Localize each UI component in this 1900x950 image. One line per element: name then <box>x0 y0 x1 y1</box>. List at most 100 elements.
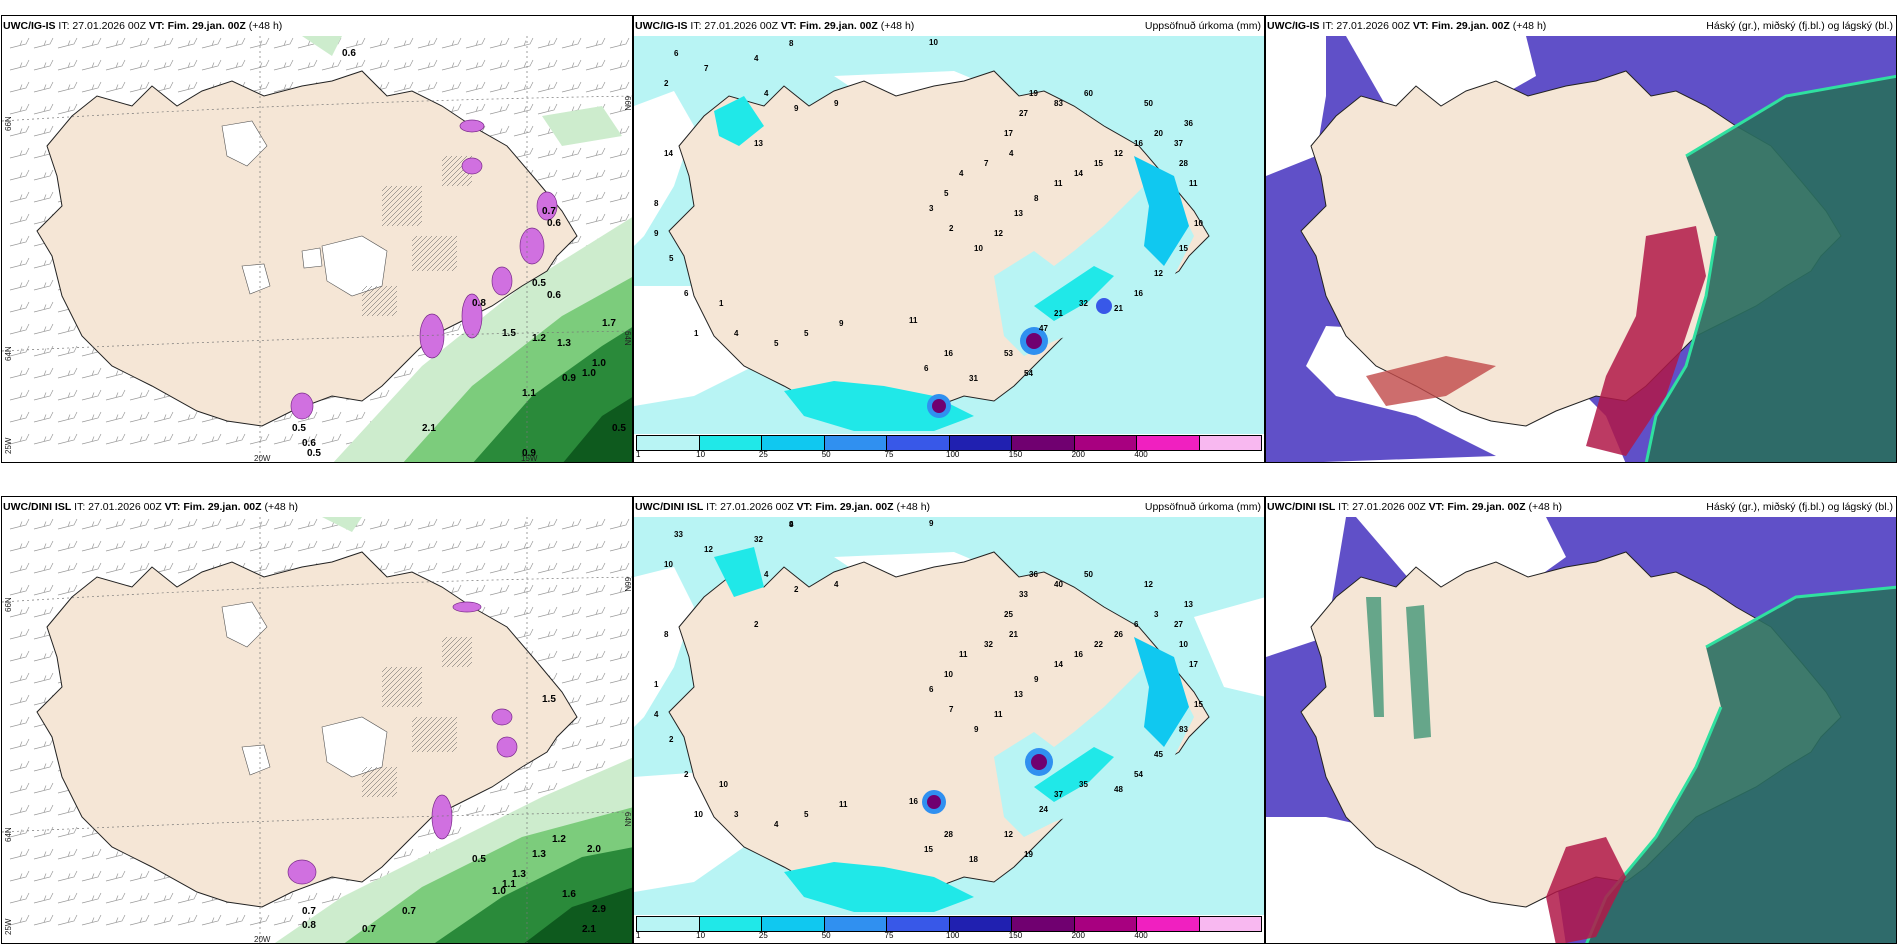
value-label: 32 <box>754 535 763 544</box>
init-time: IT: 27.01.2026 00Z <box>58 20 146 32</box>
wind-barb <box>585 147 606 159</box>
wind-barb <box>441 518 462 530</box>
value-label: 4 <box>734 329 739 338</box>
wind-map-svg: 1.50.5 1.31.22.01.62.92.10.70.8 0.70.71.01… <box>2 517 632 943</box>
value-label: 11 <box>909 316 918 325</box>
value-label: 1 <box>654 680 659 689</box>
hatch-line <box>366 766 398 798</box>
wind-barb <box>9 147 30 159</box>
colorbar-swatch <box>949 917 1012 931</box>
wind-barb <box>321 433 342 445</box>
wind-barb <box>9 760 30 772</box>
value-label: 36 <box>1184 119 1193 128</box>
lat-label-64n-right: 64N <box>623 812 632 827</box>
wind-barb <box>609 606 630 618</box>
hatch-line <box>401 205 423 227</box>
wind-barb <box>393 59 414 71</box>
value-label: 0.5 <box>307 448 321 459</box>
lat-label-66n-right: 66N <box>623 96 632 111</box>
wind-barb <box>273 411 294 423</box>
colorbar-tick-label: 10 <box>696 931 706 940</box>
wind-barb <box>57 59 78 71</box>
value-label: 60 <box>1084 89 1093 98</box>
colorbar-tick-label: 400 <box>1134 450 1148 459</box>
wind-barb <box>537 650 558 662</box>
value-label: 7 <box>949 705 954 714</box>
value-label: 14 <box>1054 660 1063 669</box>
wind-barb <box>153 37 174 49</box>
value-label: 50 <box>1144 99 1153 108</box>
rain-labels: 1.50.5 1.31.22.01.62.92.10.70.8 0.70.71.01… <box>302 694 606 935</box>
wind-barb <box>81 367 102 379</box>
wind-barb <box>105 81 126 93</box>
lon-label-20w: 20W <box>254 454 271 463</box>
wind-barb <box>249 59 270 71</box>
wind-barb <box>201 37 222 49</box>
model-name: UWC/IG-IS <box>1267 20 1320 32</box>
wind-precip-panel-bottom: UWC/DINI ISL IT: 27.01.2026 00Z VT: Fim.… <box>1 496 633 944</box>
wind-barb <box>513 518 534 530</box>
wind-barb <box>33 257 54 269</box>
wind-barb <box>465 81 486 93</box>
lat-label-66n-right: 66N <box>623 577 632 592</box>
value-label: 2.1 <box>582 924 596 935</box>
wind-barb <box>9 716 30 728</box>
hatch-line <box>441 155 453 167</box>
hatch-line <box>381 185 393 197</box>
hatch-line <box>391 676 423 708</box>
grid-lines <box>2 36 632 462</box>
hatch-line <box>381 781 398 798</box>
hatch-line <box>441 155 463 177</box>
hatch-line <box>396 681 423 708</box>
valid-time: VT: Fim. 29.jan. 00Z <box>1428 501 1526 513</box>
wind-barb <box>609 540 630 552</box>
value-label: 2 <box>664 79 669 88</box>
hatch-line <box>381 666 393 678</box>
wind-barb <box>33 279 54 291</box>
hatch-line <box>361 766 388 793</box>
wind-barb <box>585 716 606 728</box>
hatch-line <box>381 666 403 688</box>
wind-barb <box>33 103 54 115</box>
wind-barb <box>561 738 582 750</box>
colorbar-swatch <box>1074 436 1137 450</box>
wind-barb <box>249 81 270 93</box>
cloud-map-svg <box>1266 36 1896 462</box>
wind-barb <box>105 389 126 401</box>
value-label: 9 <box>834 99 839 108</box>
wind-barb <box>417 81 438 93</box>
value-label: 0.5 <box>472 854 486 865</box>
value-label: 17 <box>1004 129 1013 138</box>
value-label: 9 <box>929 519 934 528</box>
value-label: 11 <box>1054 179 1063 188</box>
value-label: 6 <box>674 49 679 58</box>
wind-barb <box>81 892 102 904</box>
wind-barb <box>609 191 630 203</box>
init-time: IT: 27.01.2026 00Z <box>74 501 162 513</box>
colorbar-tick-label: 150 <box>1008 450 1023 459</box>
wind-barb <box>489 103 510 115</box>
value-label: 21 <box>1114 304 1123 313</box>
wind-barb <box>561 760 582 772</box>
value-label: 5 <box>774 339 779 348</box>
value-label: 9 <box>794 104 799 113</box>
value-label: 0.6 <box>342 48 356 59</box>
wind-barb <box>33 870 54 882</box>
wind-barb <box>9 367 30 379</box>
wind-barb <box>9 848 30 860</box>
wind-barb <box>345 37 366 49</box>
low-cloud-field <box>1646 76 1896 462</box>
wind-barb <box>129 914 150 926</box>
wind-barb <box>57 367 78 379</box>
value-label: 37 <box>1054 790 1063 799</box>
wind-barb <box>465 59 486 71</box>
wind-barb <box>321 540 342 552</box>
snow-hatch <box>361 636 473 798</box>
dry-area-west <box>634 567 694 727</box>
colorbar-tick-label: 150 <box>1008 931 1023 940</box>
wind-barb <box>9 301 30 313</box>
wind-barb <box>609 694 630 706</box>
wind-barb <box>585 169 606 181</box>
wind-barb <box>129 892 150 904</box>
wind-barb <box>33 606 54 618</box>
